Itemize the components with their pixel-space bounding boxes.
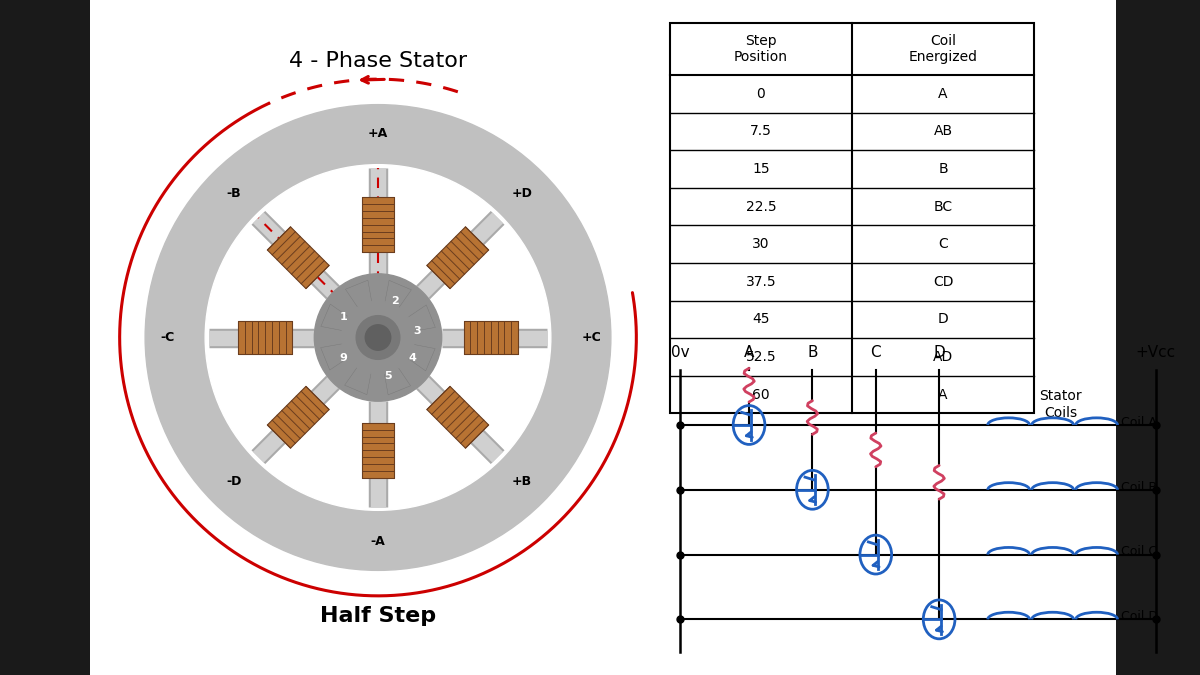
Text: 15: 15 bbox=[752, 162, 769, 176]
Text: 37.5: 37.5 bbox=[745, 275, 776, 289]
Polygon shape bbox=[268, 227, 329, 289]
Polygon shape bbox=[268, 386, 329, 448]
Text: +Vcc: +Vcc bbox=[1135, 345, 1176, 360]
Text: -A: -A bbox=[371, 535, 385, 548]
Text: 45: 45 bbox=[752, 313, 769, 326]
Circle shape bbox=[145, 105, 611, 570]
Text: -D: -D bbox=[227, 475, 241, 488]
Polygon shape bbox=[378, 338, 410, 395]
Text: CD: CD bbox=[932, 275, 953, 289]
Text: B: B bbox=[808, 345, 817, 360]
Circle shape bbox=[365, 325, 391, 350]
Text: 30: 30 bbox=[752, 237, 769, 251]
Text: Coil B: Coil B bbox=[1121, 481, 1157, 493]
Text: B: B bbox=[938, 162, 948, 176]
Text: D: D bbox=[937, 313, 948, 326]
Text: 60: 60 bbox=[752, 387, 769, 402]
Polygon shape bbox=[320, 304, 378, 338]
Text: -C: -C bbox=[160, 331, 174, 344]
Bar bbox=[670, 23, 1034, 413]
Text: Coil C: Coil C bbox=[1121, 545, 1158, 558]
Text: Half Step: Half Step bbox=[320, 606, 436, 626]
Text: 7.5: 7.5 bbox=[750, 124, 772, 138]
Text: Coil A: Coil A bbox=[1121, 416, 1157, 429]
Text: A: A bbox=[938, 87, 948, 101]
Text: A: A bbox=[744, 345, 755, 360]
Polygon shape bbox=[320, 338, 378, 370]
Circle shape bbox=[342, 301, 414, 374]
Circle shape bbox=[314, 274, 442, 401]
Text: +C: +C bbox=[582, 331, 601, 344]
Polygon shape bbox=[378, 305, 436, 338]
Text: 0v: 0v bbox=[671, 345, 690, 360]
Polygon shape bbox=[344, 338, 378, 395]
Polygon shape bbox=[463, 321, 518, 354]
Text: 3: 3 bbox=[414, 325, 421, 335]
Text: A: A bbox=[938, 387, 948, 402]
Text: C: C bbox=[870, 345, 881, 360]
Polygon shape bbox=[361, 197, 395, 252]
Text: AB: AB bbox=[934, 124, 953, 138]
Polygon shape bbox=[238, 321, 293, 354]
Text: 4 - Phase Stator: 4 - Phase Stator bbox=[289, 51, 467, 71]
Circle shape bbox=[356, 316, 400, 359]
Text: +B: +B bbox=[512, 475, 532, 488]
Text: 1: 1 bbox=[340, 313, 347, 323]
Polygon shape bbox=[346, 280, 378, 338]
Text: 9: 9 bbox=[340, 352, 347, 362]
Polygon shape bbox=[378, 280, 412, 338]
Text: AD: AD bbox=[932, 350, 953, 364]
Text: 2: 2 bbox=[391, 296, 398, 306]
Text: +A: +A bbox=[368, 127, 388, 140]
Text: Coil D: Coil D bbox=[1121, 610, 1158, 623]
Text: 5: 5 bbox=[384, 371, 392, 381]
Text: BC: BC bbox=[934, 200, 953, 213]
Text: 22.5: 22.5 bbox=[745, 200, 776, 213]
Text: 0: 0 bbox=[756, 87, 766, 101]
Text: 4: 4 bbox=[409, 352, 416, 362]
Polygon shape bbox=[427, 227, 488, 289]
Text: Step
Position: Step Position bbox=[734, 34, 788, 64]
Polygon shape bbox=[427, 386, 488, 448]
Text: Coil
Energized: Coil Energized bbox=[908, 34, 978, 64]
Text: Stator
Coils: Stator Coils bbox=[1039, 389, 1082, 420]
Polygon shape bbox=[378, 338, 436, 371]
Circle shape bbox=[205, 165, 551, 510]
Text: -B: -B bbox=[227, 187, 241, 200]
Text: +D: +D bbox=[511, 187, 533, 200]
Polygon shape bbox=[361, 423, 395, 478]
Text: 52.5: 52.5 bbox=[745, 350, 776, 364]
Text: C: C bbox=[938, 237, 948, 251]
Text: D: D bbox=[934, 345, 944, 360]
